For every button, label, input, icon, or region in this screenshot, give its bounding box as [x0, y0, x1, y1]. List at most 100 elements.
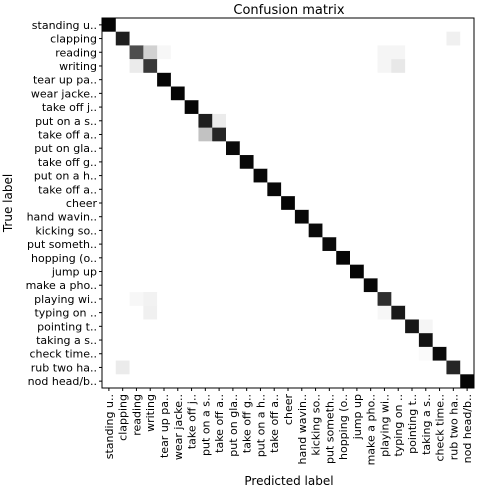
heatmap-cell: [129, 237, 144, 252]
heatmap-cell: [170, 155, 186, 170]
heatmap-cell: [184, 168, 199, 183]
heatmap-cell: [281, 346, 296, 361]
heatmap-cell: [143, 59, 158, 74]
heatmap-cell: [198, 182, 213, 197]
heatmap-cell: [129, 45, 144, 60]
x-tick-label: standing u..: [103, 394, 116, 459]
heatmap-cell: [239, 250, 254, 266]
heatmap-cell: [446, 237, 461, 252]
heatmap-cell: [377, 278, 392, 293]
heatmap-cell: [184, 319, 199, 334]
heatmap-cell: [336, 374, 351, 389]
heatmap-cell: [129, 250, 144, 266]
heatmap-cell: [377, 346, 392, 361]
heatmap-cell: [294, 374, 310, 389]
heatmap-cell: [460, 155, 475, 170]
heatmap-cell: [294, 209, 310, 224]
heatmap-cell: [212, 100, 227, 115]
heatmap-cell: [350, 292, 365, 307]
heatmap-cell: [460, 346, 475, 361]
heatmap-cell: [239, 100, 254, 115]
heatmap-cell: [157, 319, 172, 334]
heatmap-cell: [212, 113, 227, 129]
heatmap-cell: [212, 374, 227, 389]
heatmap-cell: [184, 100, 199, 115]
heatmap-cell: [446, 155, 461, 170]
heatmap-cell: [281, 223, 296, 238]
heatmap-cell: [418, 209, 434, 224]
x-tick-label: nod head/b..: [461, 394, 474, 463]
heatmap-cell: [226, 168, 241, 183]
heatmap-cell: [391, 155, 406, 170]
heatmap-cell: [129, 31, 144, 46]
heatmap-cell: [157, 100, 172, 115]
heatmap-cell: [391, 209, 406, 224]
heatmap-cell: [102, 31, 117, 46]
heatmap-cell: [184, 113, 199, 129]
heatmap-cell: [184, 333, 199, 348]
heatmap-cell: [294, 333, 310, 348]
heatmap-cell: [405, 100, 420, 115]
heatmap-cell: [418, 59, 434, 74]
heatmap-cell: [405, 319, 420, 334]
heatmap-cell: [157, 72, 172, 87]
heatmap-cell: [418, 72, 434, 87]
heatmap-cell: [336, 305, 351, 320]
heatmap-cell: [363, 278, 378, 293]
heatmap-cell: [143, 155, 158, 170]
heatmap-cell: [267, 196, 282, 211]
y-tick-label: taking a s..: [36, 334, 97, 347]
heatmap-cell: [377, 292, 392, 307]
heatmap-cell: [336, 333, 351, 348]
heatmap-cell: [143, 45, 158, 60]
heatmap-cell: [294, 360, 310, 375]
heatmap-cell: [432, 209, 447, 224]
heatmap-cell: [115, 237, 130, 252]
heatmap-cell: [253, 346, 268, 361]
heatmap-cell: [294, 141, 310, 156]
heatmap-cell: [239, 319, 254, 334]
heatmap-cell: [281, 168, 296, 183]
heatmap-cell: [418, 333, 434, 348]
heatmap-cell: [336, 113, 351, 129]
heatmap-cell: [129, 18, 144, 33]
x-tick-label: hopping (o..: [337, 394, 350, 460]
heatmap-cell: [143, 127, 158, 142]
heatmap-cell: [115, 319, 130, 334]
y-tick-label: put on a s..: [35, 115, 97, 128]
heatmap-cell: [418, 360, 434, 375]
heatmap-cell: [157, 374, 172, 389]
heatmap-cell: [170, 100, 186, 115]
heatmap-cell: [129, 346, 144, 361]
heatmap-cell: [239, 182, 254, 197]
heatmap-cell: [198, 250, 213, 266]
heatmap-cell: [267, 278, 282, 293]
heatmap-cell: [143, 264, 158, 279]
x-tick-label: take off g..: [241, 394, 254, 453]
heatmap-cell: [460, 250, 475, 266]
chart-title: Confusion matrix: [233, 3, 344, 18]
heatmap-cell: [157, 237, 172, 252]
heatmap-cell: [405, 360, 420, 375]
heatmap-cell: [267, 59, 282, 74]
heatmap-cell: [129, 113, 144, 129]
heatmap-cell: [418, 319, 434, 334]
heatmap-cell: [460, 305, 475, 320]
x-tick-label: make a pho..: [365, 394, 378, 465]
heatmap-cell: [198, 319, 213, 334]
heatmap-cell: [294, 237, 310, 252]
heatmap-cell: [405, 31, 420, 46]
heatmap-cell: [212, 182, 227, 197]
x-tick-marks: [108, 388, 468, 391]
y-tick-marks: [99, 24, 102, 382]
heatmap-cell: [322, 31, 337, 46]
heatmap-cell: [170, 305, 186, 320]
heatmap-cell: [446, 31, 461, 46]
heatmap-cell: [363, 72, 378, 87]
heatmap-cell: [198, 86, 213, 101]
heatmap-cell: [129, 100, 144, 115]
heatmap-cell: [432, 305, 447, 320]
heatmap-cell: [322, 360, 337, 375]
heatmap-cell: [267, 237, 282, 252]
heatmap-cell: [198, 127, 213, 142]
